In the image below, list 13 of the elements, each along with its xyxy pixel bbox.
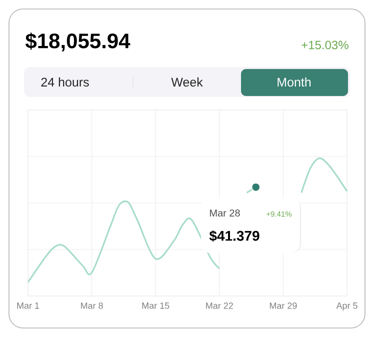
x-tick-label: Mar 8: [81, 302, 103, 309]
text: Month: [278, 77, 311, 87]
chart-title: $18,055.94: [25, 32, 130, 52]
x-tick-label: Apr 5: [336, 302, 358, 311]
text: 24 hours: [41, 77, 89, 87]
annotation: $41.379: [209, 230, 260, 242]
text: Week: [171, 77, 203, 87]
x-tick-label: Mar 1: [17, 302, 40, 309]
x-tick-label: Mar 22: [206, 302, 233, 309]
annotation: Mar 28: [210, 209, 240, 217]
chart-subtitle: +15.03%: [302, 40, 348, 50]
x-tick-label: Mar 15: [142, 302, 170, 309]
x-tick-label: Mar 29: [270, 302, 297, 309]
